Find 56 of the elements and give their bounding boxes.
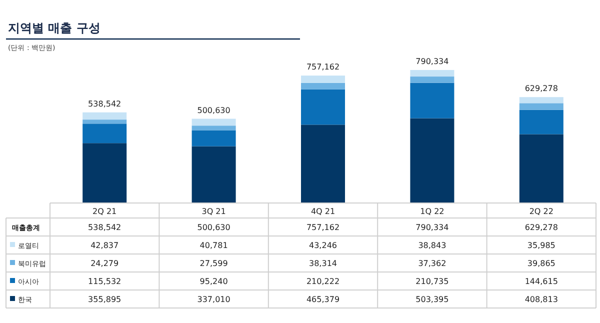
bar: [192, 118, 236, 126]
bar: [301, 124, 345, 203]
data-label: 337,010: [197, 295, 230, 304]
x-tick-label: 3Q 21: [202, 207, 226, 216]
data-label: 38,314: [309, 259, 337, 268]
bar: [301, 89, 345, 125]
data-label: 465,379: [306, 295, 340, 304]
bar: [519, 97, 564, 104]
text: 757,162: [306, 223, 340, 232]
text: 790,334: [416, 223, 449, 232]
bar: [519, 110, 564, 134]
data-label: 27,599: [200, 259, 228, 268]
data-label: 115,532: [88, 277, 122, 286]
total-label: 500,630: [197, 106, 230, 115]
x-tick-label: 2Q 22: [529, 207, 554, 216]
text: 500,630: [197, 223, 230, 232]
bar: [82, 120, 127, 124]
data-label: 355,895: [88, 295, 122, 304]
data-label: 38,843: [418, 241, 446, 250]
total-label: 629,278: [524, 84, 558, 94]
data-label: 39,865: [527, 259, 556, 268]
chart-title: 지역별 매출 구성: [8, 21, 100, 35]
bar: [192, 146, 236, 203]
bar: [410, 118, 454, 203]
x-tick-label: 1Q 22: [420, 207, 444, 216]
data-label: 42,837: [90, 241, 119, 250]
data-label: 35,985: [527, 241, 556, 250]
data-label: 24,279: [90, 259, 119, 268]
bar: [519, 103, 564, 110]
total-label: 757,162: [306, 62, 340, 72]
bar: [301, 76, 345, 83]
data-label: 95,240: [200, 277, 228, 286]
bar: [82, 124, 127, 144]
bar: [410, 82, 454, 118]
data-label: 43,246: [309, 241, 337, 250]
bar: [410, 76, 454, 83]
data-label: 37,362: [418, 259, 446, 268]
data-label: 408,813: [524, 295, 558, 304]
data-label: 503,395: [416, 295, 449, 304]
bar: [82, 112, 127, 120]
data-label: 144,615: [524, 277, 558, 286]
bar: [192, 126, 236, 130]
data-label: 210,222: [306, 277, 340, 286]
x-tick-label: 2Q 21: [92, 207, 117, 216]
bar: [519, 134, 564, 203]
data-label: 210,735: [416, 277, 449, 286]
data-label: 40,781: [200, 241, 228, 250]
total-label: 538,542: [88, 99, 122, 108]
bar: [82, 143, 127, 203]
text: 629,278: [524, 223, 558, 232]
text: 538,542: [88, 223, 122, 232]
bar: [301, 82, 345, 90]
bar: [192, 130, 236, 146]
x-tick-label: 4Q 21: [310, 207, 336, 216]
bar: [410, 70, 454, 77]
total-label: 790,334: [416, 57, 449, 66]
